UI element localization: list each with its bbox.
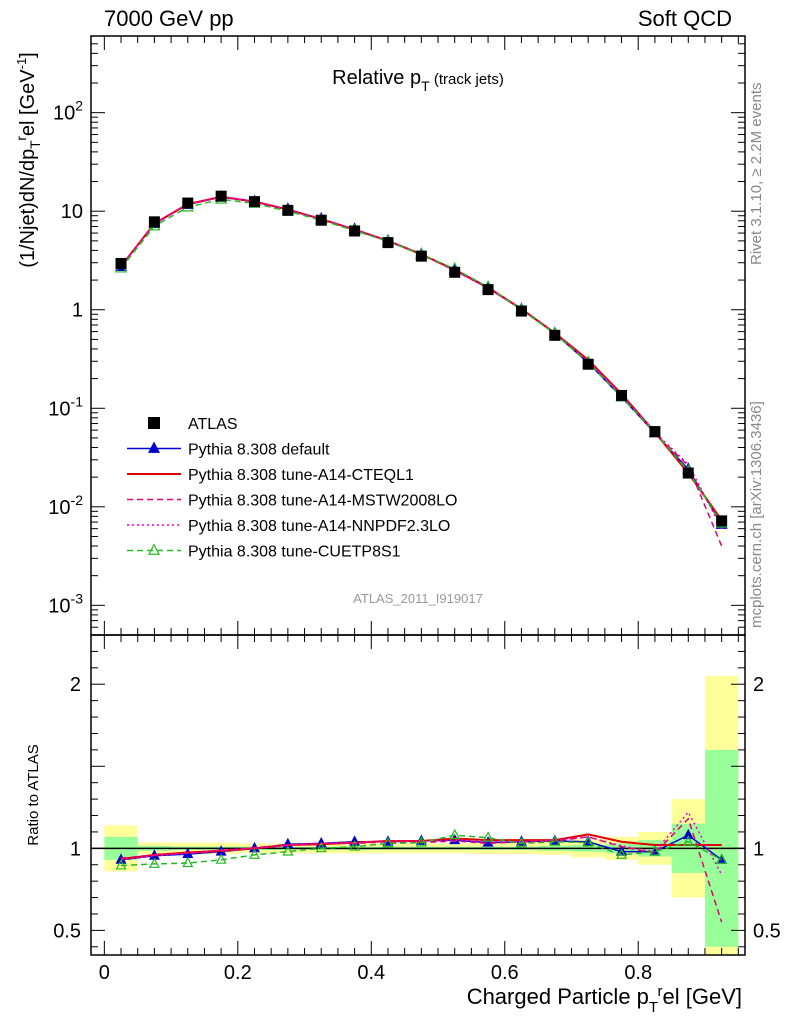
ratio-series-line bbox=[120, 810, 723, 875]
data-point bbox=[616, 848, 628, 859]
legend-label: Pythia 8.308 tune-A14-MSTW2008LO bbox=[188, 493, 457, 510]
watermark: ATLAS_2011_I919017 bbox=[353, 591, 483, 606]
data-point bbox=[215, 853, 227, 864]
axes: 10-3 10-2 10-1 1 10 102 0.5 0.5 1 1 2 2 0 0.2 0.4 0.6 0.… bbox=[48, 35, 781, 984]
ratio-y-tick-label: 1 bbox=[70, 838, 81, 860]
data-point bbox=[315, 841, 327, 853]
ratio-y-tick-label-right: 0.5 bbox=[753, 920, 781, 942]
data-point bbox=[148, 857, 160, 868]
chart-title: Relative pT (track jets) bbox=[332, 67, 504, 94]
data-point bbox=[682, 828, 694, 840]
header-right: Soft QCD bbox=[637, 6, 732, 31]
data-point bbox=[315, 214, 327, 226]
legend-label: Pythia 8.308 tune-CUETP8S1 bbox=[188, 544, 401, 561]
data-point bbox=[148, 417, 160, 429]
data-point bbox=[582, 836, 594, 847]
legend-label: Pythia 8.308 default bbox=[188, 442, 330, 459]
header-left: 7000 GeV pp bbox=[104, 6, 234, 31]
data-point bbox=[282, 204, 294, 216]
y-tick-label: 10-3 bbox=[48, 590, 83, 617]
x-tick-label: 0.6 bbox=[491, 962, 519, 984]
ratio-xlabel: Charged Particle pTrel [GeV] bbox=[467, 983, 742, 1016]
data-point bbox=[415, 836, 427, 847]
ratio-ylabel: Ratio to ATLAS bbox=[25, 744, 42, 845]
data-point bbox=[349, 225, 361, 237]
x-tick-label: 0.2 bbox=[224, 962, 252, 984]
ratio-series-line bbox=[120, 834, 722, 867]
main-series bbox=[115, 189, 728, 547]
data-point bbox=[148, 441, 160, 453]
data-point bbox=[649, 426, 661, 438]
data-point bbox=[115, 257, 127, 269]
data-point bbox=[549, 329, 561, 341]
data-point bbox=[148, 543, 160, 555]
data-point bbox=[282, 845, 294, 856]
data-point bbox=[482, 284, 494, 296]
y-tick-label: 102 bbox=[53, 98, 83, 125]
data-point bbox=[449, 266, 461, 278]
data-point bbox=[182, 856, 194, 868]
x-tick-label: 0.8 bbox=[624, 962, 652, 984]
data-point bbox=[148, 216, 160, 228]
data-point bbox=[549, 835, 561, 846]
data-point bbox=[649, 845, 661, 856]
data-point bbox=[682, 835, 694, 846]
data-point bbox=[716, 853, 728, 864]
ratio-series-line bbox=[120, 817, 723, 923]
y-tick-label: 10-2 bbox=[48, 492, 83, 519]
y-tick-label: 10 bbox=[61, 201, 83, 223]
data-point bbox=[415, 250, 427, 262]
data-point bbox=[616, 389, 628, 401]
y-tick-label: 1 bbox=[72, 300, 83, 322]
data-point bbox=[215, 190, 227, 202]
data-point bbox=[682, 467, 694, 479]
x-tick-label: 0 bbox=[99, 962, 110, 984]
ratio-frame bbox=[90, 634, 746, 956]
data-point bbox=[582, 358, 594, 370]
data-point bbox=[515, 836, 527, 848]
ratio-y-tick-label: 2 bbox=[70, 674, 81, 696]
rivet-label: Rivet 3.1.10, ≥ 2.2M events bbox=[748, 83, 765, 266]
mcplots-label: mcplots.cern.ch [arXiv:1306.3436] bbox=[748, 401, 765, 628]
legend: ATLAS Pythia 8.308 default Pythia 8.308 tu… bbox=[127, 416, 457, 561]
x-tick-label: 0.4 bbox=[357, 962, 385, 984]
legend-label: Pythia 8.308 tune-A14-CTEQL1 bbox=[188, 467, 414, 484]
data-point bbox=[349, 840, 361, 851]
data-point bbox=[182, 197, 194, 209]
legend-label: Pythia 8.308 tune-A14-NNPDF2.3LO bbox=[188, 518, 450, 535]
data-point bbox=[382, 237, 394, 249]
ratio-y-tick-label-right: 2 bbox=[753, 674, 764, 696]
data-point bbox=[249, 848, 260, 859]
ratio-y-tick-label-right: 1 bbox=[753, 838, 764, 860]
ratio-series bbox=[115, 810, 728, 923]
y-tick-label: 10-1 bbox=[48, 393, 83, 420]
data-point bbox=[515, 305, 527, 317]
data-point bbox=[249, 196, 260, 208]
legend-label: ATLAS bbox=[188, 416, 238, 433]
main-ylabel: (1/Njet)dN/dpTrel [GeV-1] bbox=[13, 52, 43, 267]
data-point bbox=[115, 859, 127, 870]
data-point bbox=[382, 836, 394, 848]
data-point bbox=[482, 831, 494, 842]
ratio-y-tick-label: 0.5 bbox=[53, 920, 81, 942]
data-point bbox=[449, 828, 461, 840]
ratio-bands bbox=[91, 676, 745, 955]
data-point bbox=[716, 515, 728, 527]
